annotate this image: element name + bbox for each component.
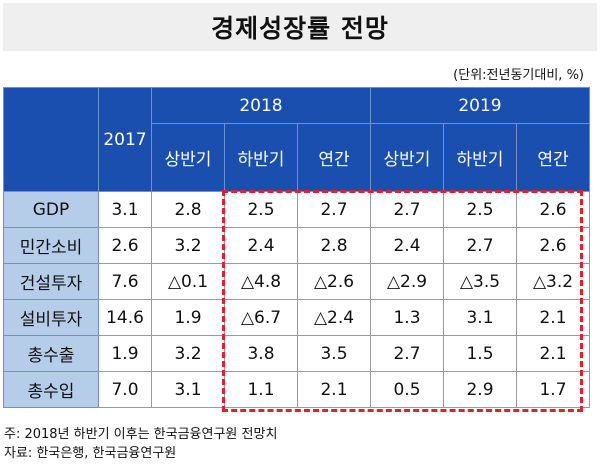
header-2019: 2019 xyxy=(370,87,590,124)
growth-forecast-table: 2017 2018 2019 상반기 하반기 연간 상반기 하반기 연간 GDP… xyxy=(3,87,590,408)
table-cell: △0.1 xyxy=(151,263,225,300)
table-cell: 1.5 xyxy=(443,335,517,372)
footnote-source: 자료: 한국은행, 한국금융연구원 xyxy=(4,446,177,461)
table-cell: 3.2 xyxy=(151,227,225,264)
table-cell: △4.8 xyxy=(224,263,298,300)
row-label: 민간소비 xyxy=(3,227,99,264)
table-cell: 2.6 xyxy=(516,227,590,264)
table-cell: 7.6 xyxy=(98,263,152,300)
table-cell: 2.6 xyxy=(516,191,590,228)
table-cell: 2.5 xyxy=(443,191,517,228)
page-title: 경제성장률 전망 xyxy=(3,3,597,51)
table-cell: △3.5 xyxy=(443,263,517,300)
table-cell: 7.0 xyxy=(98,371,152,408)
table-cell: 2.5 xyxy=(224,191,298,228)
table-cell: 2.9 xyxy=(443,371,517,408)
row-label: 설비투자 xyxy=(3,299,99,336)
table-cell: 3.1 xyxy=(98,191,152,228)
table-cell: 1.7 xyxy=(516,371,590,408)
header-2017: 2017 xyxy=(98,87,152,192)
unit-note: (단위:전년동기대비, %) xyxy=(453,68,584,83)
table-cell: 1.9 xyxy=(98,335,152,372)
table-row: 총수출 1.9 3.2 3.8 3.5 2.7 1.5 2.1 xyxy=(3,335,590,372)
table-cell: 14.6 xyxy=(98,299,152,336)
header-corner xyxy=(3,87,99,192)
table-cell: 1.3 xyxy=(370,299,444,336)
table-cell: 3.1 xyxy=(443,299,517,336)
table-cell: 2.1 xyxy=(516,299,590,336)
table-cell: △3.2 xyxy=(516,263,590,300)
row-label: GDP xyxy=(3,191,99,228)
header-2019-h2: 하반기 xyxy=(443,123,517,192)
title-text: 경제성장률 전망 xyxy=(211,14,389,43)
table-row: 건설투자 7.6 △0.1 △4.8 △2.6 △2.9 △3.5 △3.2 xyxy=(3,263,590,300)
table-cell: 1.9 xyxy=(151,299,225,336)
header-2018-h2: 하반기 xyxy=(224,123,298,192)
table-cell: 2.7 xyxy=(370,191,444,228)
table-cell: 3.1 xyxy=(151,371,225,408)
table-cell: 2.8 xyxy=(297,227,371,264)
table-row: 설비투자 14.6 1.9 △6.7 △2.4 1.3 3.1 2.1 xyxy=(3,299,590,336)
table-cell: 2.7 xyxy=(443,227,517,264)
row-label: 건설투자 xyxy=(3,263,99,300)
table-cell: △2.9 xyxy=(370,263,444,300)
table-cell: 2.6 xyxy=(98,227,152,264)
row-label: 총수출 xyxy=(3,335,99,372)
table-cell: 0.5 xyxy=(370,371,444,408)
table-cell: 2.1 xyxy=(516,335,590,372)
header-2018-annual: 연간 xyxy=(297,123,371,192)
table-cell: △6.7 xyxy=(224,299,298,336)
footnotes: 주: 2018년 하반기 이후는 한국금융연구원 전망치 자료: 한국은행, 한… xyxy=(4,425,277,463)
table-cell: △2.4 xyxy=(297,299,371,336)
table-cell: 2.7 xyxy=(370,335,444,372)
header-2018-h1: 상반기 xyxy=(151,123,225,192)
table-cell: △2.6 xyxy=(297,263,371,300)
table-cell: 1.1 xyxy=(224,371,298,408)
table-cell: 2.4 xyxy=(224,227,298,264)
table-cell: 3.8 xyxy=(224,335,298,372)
table-cell: 2.1 xyxy=(297,371,371,408)
table-cell: 2.7 xyxy=(297,191,371,228)
table-cell: 3.5 xyxy=(297,335,371,372)
row-label: 총수입 xyxy=(3,371,99,408)
footnote-note: 주: 2018년 하반기 이후는 한국금융연구원 전망치 xyxy=(4,427,278,442)
table-cell: 2.8 xyxy=(151,191,225,228)
table-row: 민간소비 2.6 3.2 2.4 2.8 2.4 2.7 2.6 xyxy=(3,227,590,264)
table-row: GDP 3.1 2.8 2.5 2.7 2.7 2.5 2.6 xyxy=(3,191,590,228)
table-cell: 3.2 xyxy=(151,335,225,372)
table-row: 총수입 7.0 3.1 1.1 2.1 0.5 2.9 1.7 xyxy=(3,371,590,408)
header-2019-h1: 상반기 xyxy=(370,123,444,192)
header-2018: 2018 xyxy=(151,87,371,124)
header-2019-annual: 연간 xyxy=(516,123,590,192)
table-cell: 2.4 xyxy=(370,227,444,264)
